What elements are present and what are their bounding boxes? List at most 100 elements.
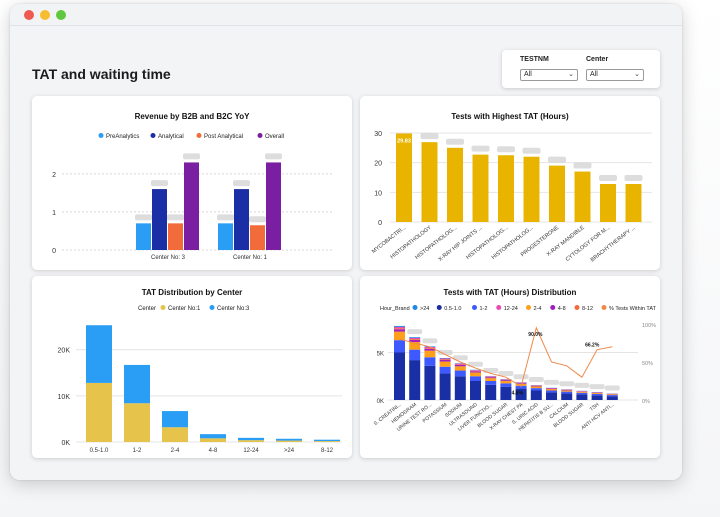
legend-label: Post Analytical	[204, 134, 243, 140]
blurred-data-label	[249, 216, 266, 223]
bar-segment	[606, 395, 618, 397]
bar-segment	[515, 388, 527, 400]
blurred-data-label	[135, 214, 152, 221]
revenue-chart: PreAnalytics Analytical Post Analytical Ove…	[52, 133, 332, 261]
maximize-window-icon[interactable]	[56, 10, 66, 20]
bar-segment	[576, 391, 588, 393]
bar-segment	[162, 427, 188, 442]
bar-segment	[561, 391, 573, 394]
x-tick-label: 0.5-1.0	[90, 448, 109, 454]
bar-segment	[546, 392, 557, 400]
bar-segment	[576, 392, 588, 395]
y-tick-label: 1	[52, 210, 56, 217]
blurred-data-label	[574, 382, 590, 388]
legend-label: Center No:3	[217, 306, 250, 312]
bar-segment	[394, 326, 405, 329]
bar-segment	[86, 382, 112, 442]
testnm-filter-select[interactable]: All ⌄	[520, 69, 578, 81]
bar-segment	[314, 441, 340, 442]
bar-segment	[530, 385, 542, 387]
bar	[136, 223, 151, 250]
bar-segment	[454, 376, 466, 400]
bar-segment	[409, 339, 421, 340]
blurred-data-label	[604, 385, 620, 391]
bar-segment	[546, 390, 557, 393]
bar-segment	[576, 394, 588, 400]
x-tick-label: >24	[284, 448, 295, 454]
bar-segment	[394, 325, 405, 327]
y2-tick-label: 0%	[642, 399, 650, 405]
bar-segment	[530, 390, 542, 400]
legend-label: Center No:1	[168, 306, 201, 312]
legend-title: Hour_Brand	[380, 306, 410, 312]
x-tick-label: 1-2	[133, 448, 142, 454]
bar-segment	[470, 376, 481, 381]
center-filter-value: All	[590, 71, 598, 78]
bar-segment	[591, 393, 603, 396]
tat-distribution-chart-card: TAT Distribution by Center Center Center …	[32, 276, 352, 458]
bar-segment	[409, 342, 421, 350]
legend-marker	[601, 305, 607, 310]
legend-label: 12-24	[504, 306, 518, 312]
bar-segment	[530, 388, 542, 391]
bar-segment	[439, 360, 451, 362]
browser-window: TAT and waiting time TESTNM All ⌄ Center…	[10, 4, 682, 480]
x-tick-label: 2-4	[171, 448, 180, 454]
bar-segment	[162, 411, 188, 428]
center-filter-select[interactable]: All ⌄	[586, 69, 644, 81]
y-tick-label: 0K	[61, 440, 70, 447]
blurred-data-label	[522, 147, 541, 154]
y-tick-label: 20	[374, 161, 382, 168]
bar	[218, 223, 233, 250]
legend-marker	[550, 305, 556, 310]
bar-segment	[439, 373, 451, 400]
data-label: 29.83	[397, 138, 411, 144]
legend-marker	[160, 305, 166, 310]
blurred-data-label	[468, 361, 483, 367]
x-tick-label: Center No: 3	[151, 255, 186, 261]
y-tick-label: 20K	[58, 348, 71, 355]
bar-segment	[238, 437, 264, 441]
legend-marker	[150, 133, 156, 138]
bar-segment	[530, 386, 542, 389]
bar-segment	[86, 325, 112, 383]
bar-segment	[591, 395, 603, 400]
bar-segment	[394, 340, 405, 353]
chart-title: Tests with TAT (Hours) Distribution	[443, 288, 577, 297]
bar-segment	[500, 383, 512, 387]
legend-label: 8-12	[582, 306, 593, 312]
x-tick-label: 12-24	[243, 448, 259, 454]
blurred-data-label	[233, 180, 250, 187]
legend-label: 0.5-1.0	[444, 306, 461, 312]
x-tick-label: 4-8	[209, 448, 218, 454]
center-filter-label: Center	[586, 56, 609, 63]
minimize-window-icon[interactable]	[40, 10, 50, 20]
legend-marker	[98, 133, 104, 138]
bar-segment	[485, 377, 497, 379]
blurred-data-label	[446, 138, 464, 145]
bar-segment	[409, 337, 421, 338]
bar-segment	[424, 365, 436, 400]
bar-segment	[439, 359, 451, 361]
bar-segment	[606, 394, 618, 396]
blurred-data-label	[573, 162, 592, 169]
bar-segment	[424, 346, 436, 349]
blurred-data-label	[167, 214, 184, 221]
bar-segment	[485, 376, 497, 377]
blurred-data-label	[422, 338, 438, 344]
blurred-data-label	[548, 156, 566, 163]
blurred-data-label	[624, 175, 643, 182]
blurred-data-label	[599, 175, 617, 182]
bar-segment	[485, 384, 497, 400]
dashboard-canvas: TAT and waiting time TESTNM All ⌄ Center…	[10, 26, 682, 480]
bar	[152, 189, 167, 250]
y-tick-label: 10	[374, 190, 382, 197]
bar-segment	[424, 348, 436, 351]
bar	[396, 133, 412, 222]
legend-label: 1-2	[480, 306, 488, 312]
bar-segment	[470, 370, 481, 371]
legend-marker	[412, 305, 418, 310]
blurred-data-label	[528, 377, 544, 383]
page-title: TAT and waiting time	[32, 66, 171, 82]
close-window-icon[interactable]	[24, 10, 34, 20]
